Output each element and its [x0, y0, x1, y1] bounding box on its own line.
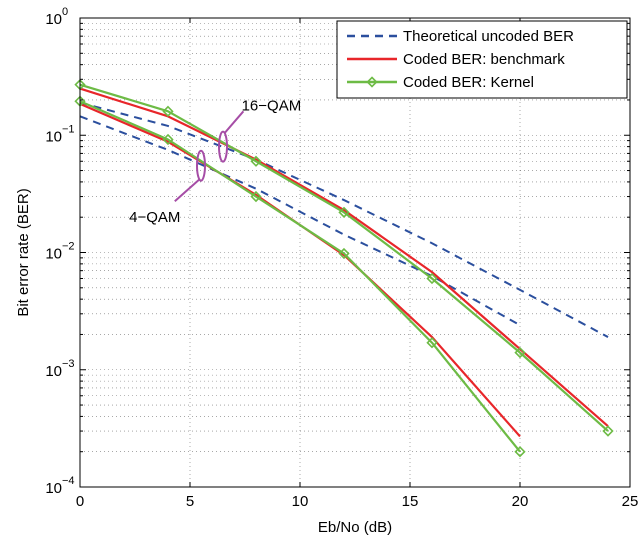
- series-marker-diamond: [426, 272, 438, 285]
- legend: Theoretical uncoded BER Coded BER: benchm…: [336, 20, 628, 99]
- y-tick-label: 10: [45, 11, 62, 28]
- series-line-5: [79, 83, 609, 432]
- y-tick-label-exponent: −4: [62, 475, 75, 487]
- x-tick-label: 15: [402, 493, 419, 510]
- y-tick-label: 10: [45, 363, 62, 380]
- series-marker-diamond: [602, 425, 614, 437]
- series-marker-diamond: [338, 206, 350, 218]
- x-tick-label: 20: [512, 493, 529, 510]
- y-tick-label-exponent: −3: [62, 358, 75, 370]
- series-marker-diamond: [250, 190, 262, 203]
- annotation-ellipse: [218, 130, 228, 163]
- annotation-ellipse: [196, 149, 206, 182]
- annotation-label: 4−QAM: [129, 209, 180, 226]
- series-marker-diamond: [514, 446, 526, 458]
- y-tick-label: 10: [45, 246, 62, 263]
- x-tick-label: 5: [186, 493, 194, 510]
- annotation-leader: [224, 110, 245, 134]
- x-tick-label: 25: [622, 493, 639, 510]
- series-line-4: [79, 100, 521, 453]
- series-marker-diamond: [426, 337, 438, 349]
- series-marker-diamond: [338, 247, 350, 260]
- series-line-1: [79, 101, 609, 338]
- y-axis-label: Bit error rate (BER): [15, 188, 32, 316]
- series-layer: [74, 79, 614, 458]
- x-axis-label: Eb/No (dB): [318, 519, 392, 536]
- y-tick-label-exponent: −1: [62, 123, 75, 135]
- annotation-layer: 16−QAM 4−QAM: [129, 97, 301, 226]
- y-tick-label-exponent: −2: [62, 241, 75, 253]
- x-tick-label: 10: [292, 493, 309, 510]
- series-line-0: [79, 115, 521, 327]
- y-tick-label: 10: [45, 480, 62, 497]
- legend-label: Coded BER: benchmark: [403, 51, 565, 68]
- series-marker-diamond: [514, 346, 526, 359]
- series-marker-diamond: [250, 155, 262, 167]
- annotation-leader: [174, 178, 200, 202]
- series-marker-diamond: [162, 133, 174, 146]
- series-marker-diamond: [366, 76, 378, 88]
- annotation-label: 16−QAM: [242, 97, 302, 114]
- x-tick-label: 0: [76, 493, 84, 510]
- series-marker-diamond: [162, 105, 174, 117]
- legend-label: Theoretical uncoded BER: [403, 28, 574, 45]
- legend-label: Coded BER: Kernel: [403, 74, 534, 91]
- y-tick-label: 10: [45, 128, 62, 145]
- axis-ticks: [79, 17, 631, 488]
- y-tick-label-exponent: 0: [62, 6, 68, 18]
